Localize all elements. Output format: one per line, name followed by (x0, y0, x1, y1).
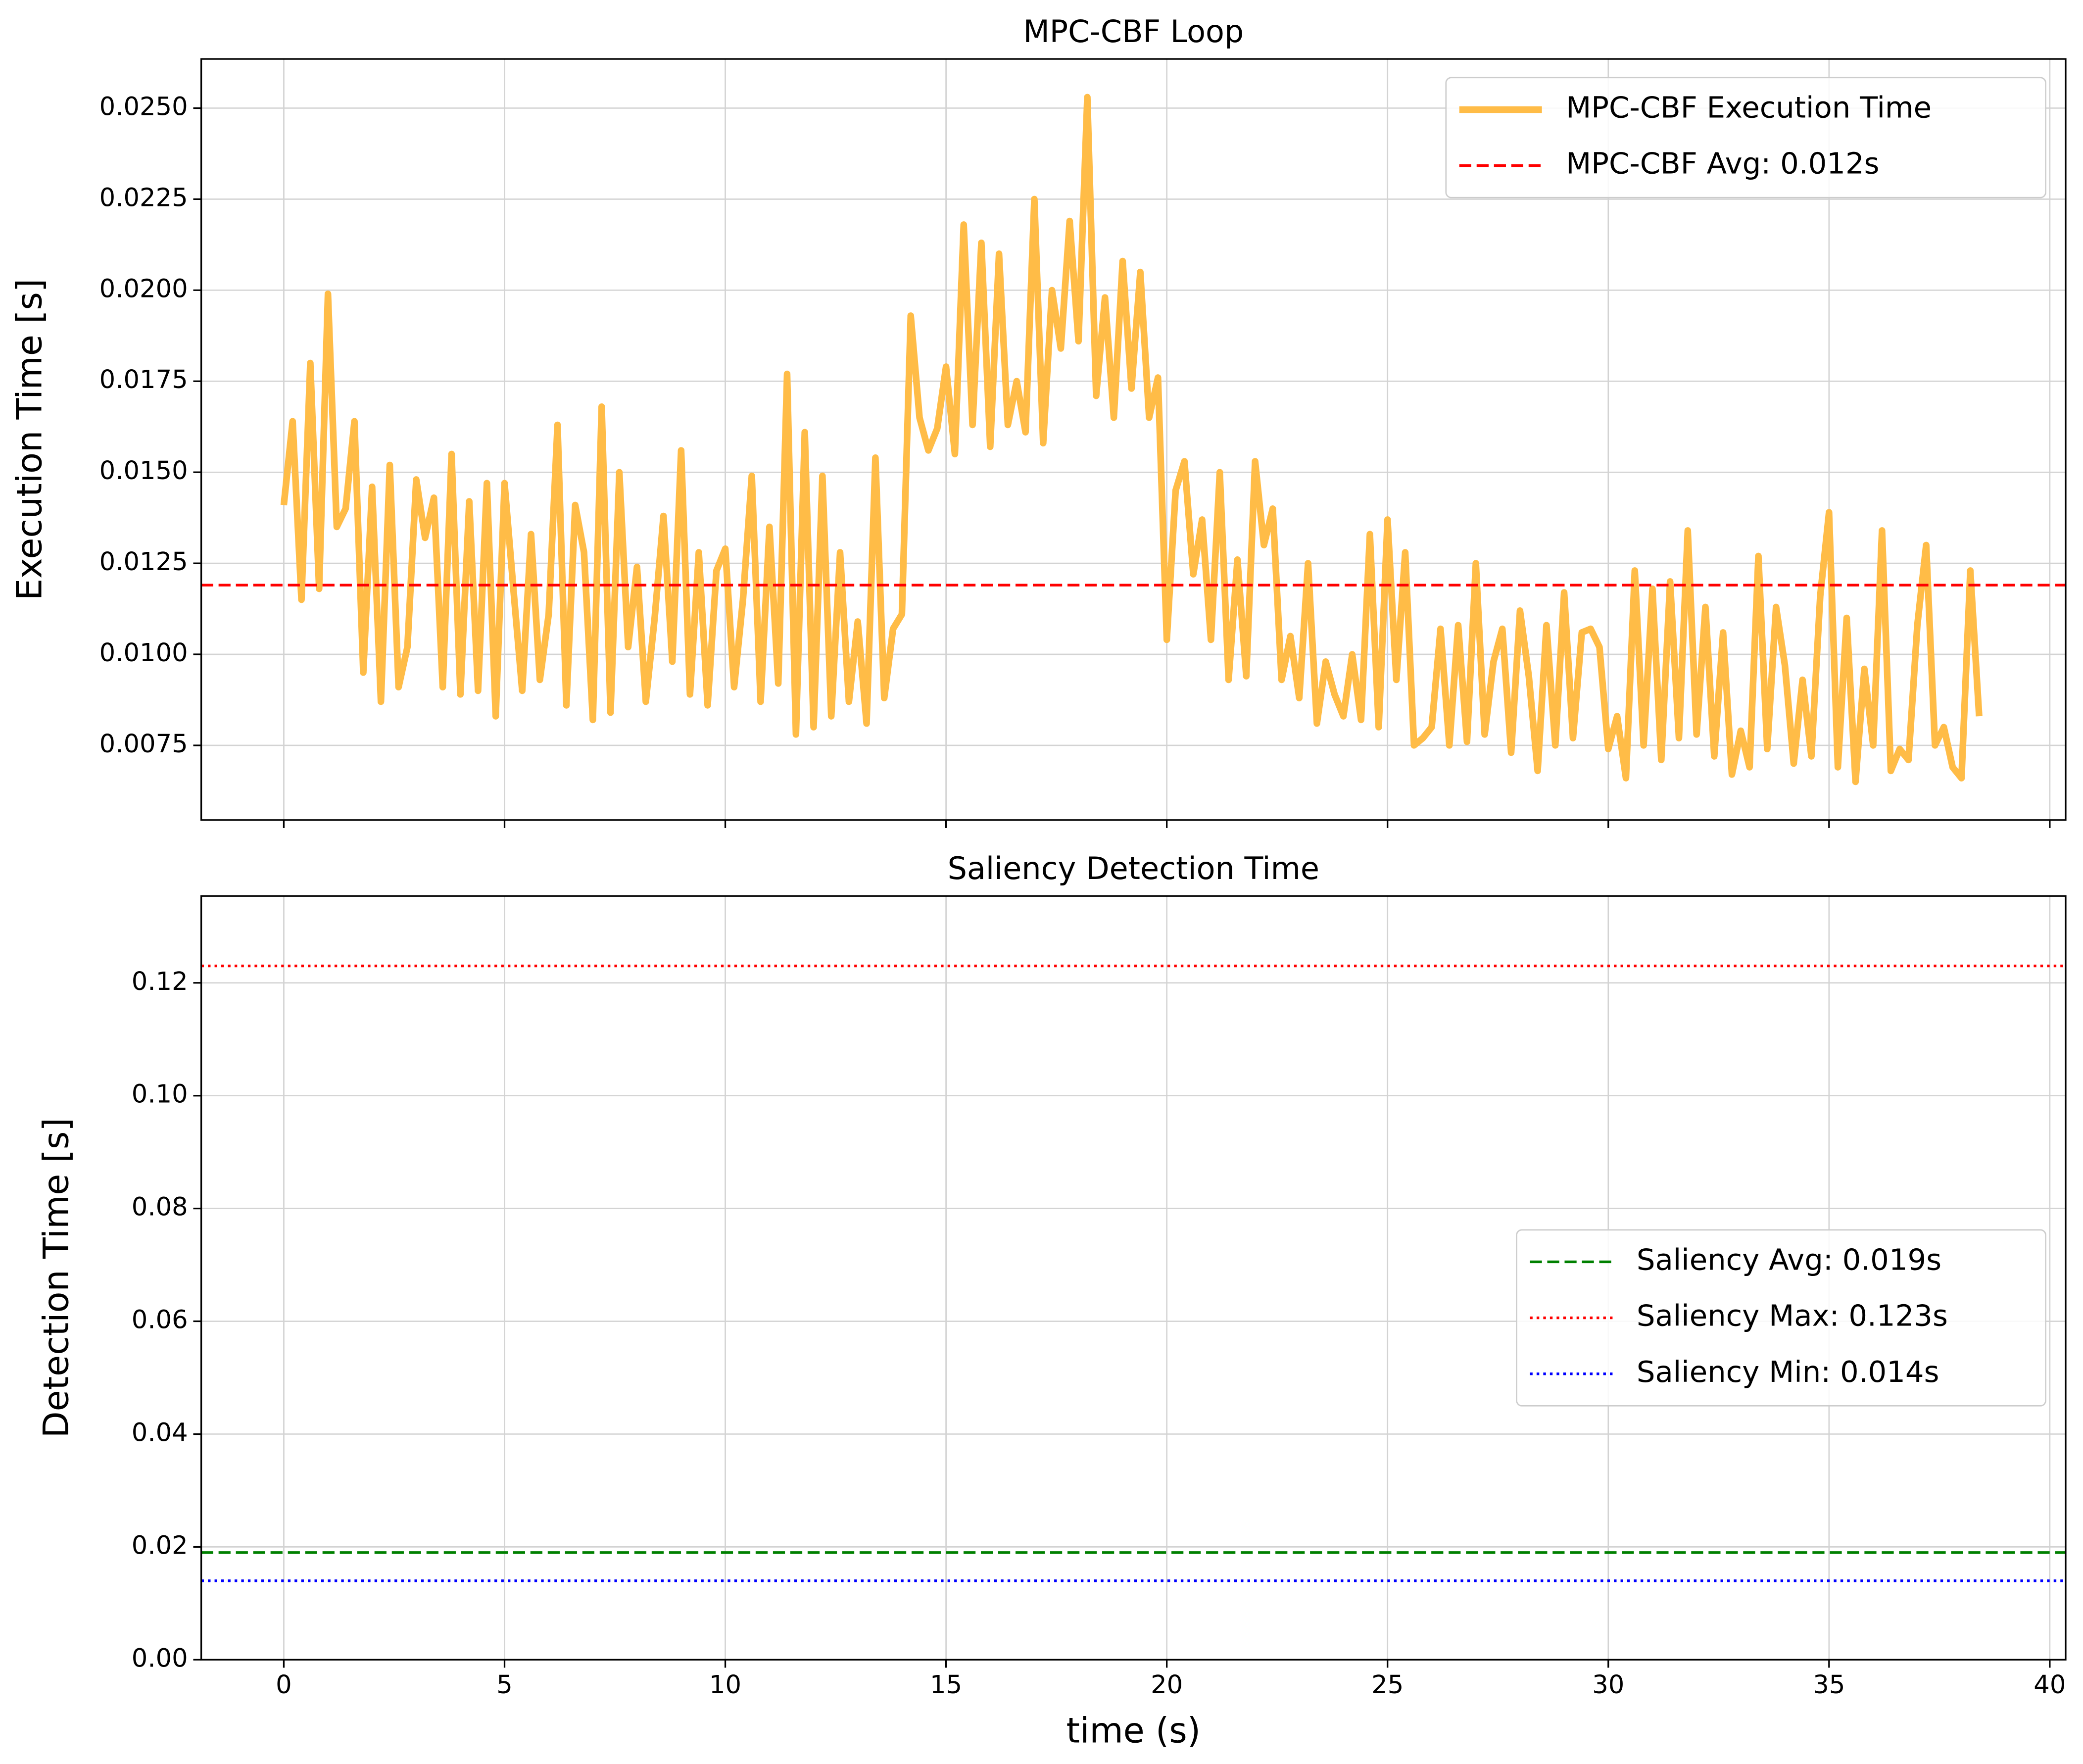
y-tick-label: 0.0075 (99, 730, 188, 759)
x-tick-label: 35 (1813, 1670, 1845, 1700)
legend-label: Saliency Max: 0.123s (1637, 1299, 1948, 1333)
y-tick-label: 0.10 (132, 1080, 188, 1109)
chart-title: Saliency Detection Time (948, 851, 1319, 886)
x-tick-label: 25 (1371, 1670, 1404, 1700)
y-axis-label: Execution Time [s] (9, 279, 50, 600)
legend-label: MPC-CBF Avg: 0.012s (1566, 147, 1879, 181)
x-tick-label: 5 (496, 1670, 513, 1700)
y-tick-label: 0.08 (132, 1193, 188, 1222)
y-tick-label: 0.0125 (99, 547, 188, 577)
y-tick-label: 0.0175 (99, 365, 188, 394)
x-tick-label: 20 (1151, 1670, 1183, 1700)
y-tick-label: 0.04 (132, 1418, 188, 1447)
legend-box (1516, 1229, 2046, 1407)
y-tick-label: 0.06 (132, 1306, 188, 1335)
y-tick-label: 0.0200 (99, 274, 188, 303)
chart-title: MPC-CBF Loop (1023, 14, 1244, 49)
legend: Saliency Avg: 0.019s Saliency Max: 0.123s… (1516, 1229, 2046, 1407)
legend-box (1445, 77, 2046, 198)
y-tick-label: 0.00 (132, 1644, 188, 1673)
plot-frame (200, 895, 2067, 1661)
y-tick-label: 0.0150 (99, 456, 188, 486)
x-tick-label: 10 (709, 1670, 741, 1700)
x-tick-label: 15 (930, 1670, 962, 1700)
y-tick-label: 0.0250 (99, 92, 188, 121)
y-axis-label: Detection Time [s] (36, 1118, 77, 1438)
legend: MPC-CBF Execution Time MPC-CBF Avg: 0.012… (1445, 77, 2046, 198)
legend-label: Saliency Avg: 0.019s (1637, 1243, 1941, 1277)
y-tick-label: 0.12 (132, 967, 188, 996)
y-tick-label: 0.0100 (99, 638, 188, 668)
x-tick-label: 40 (2034, 1670, 2066, 1700)
legend-label: Saliency Min: 0.014s (1637, 1355, 1939, 1389)
y-tick-label: 0.02 (132, 1531, 188, 1560)
plot-frame (200, 58, 2067, 821)
data-line (280, 94, 1983, 785)
subplot: 0 5 10 15 20 25 30 35 40 0.00 0.02 0.04 0.06 0.08 0.10… (36, 851, 2067, 1751)
x-tick-label: 30 (1592, 1670, 1624, 1700)
y-tick-label: 0.0225 (99, 183, 188, 212)
x-axis-label: time (s) (1066, 1710, 1201, 1751)
x-tick-label: 0 (276, 1670, 292, 1700)
subplot: 0.0075 0.0100 0.0125 0.0150 0.0175 0.0200 0.02… (9, 14, 2067, 828)
legend-label: MPC-CBF Execution Time (1566, 91, 1932, 125)
